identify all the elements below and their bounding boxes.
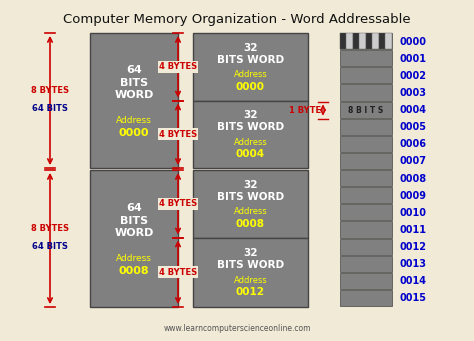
Text: 64
BITS
WORD: 64 BITS WORD [114, 65, 154, 100]
Text: 0001: 0001 [400, 54, 427, 64]
Bar [379, 33, 385, 49]
Text: 0008: 0008 [400, 174, 427, 183]
Text: 0009: 0009 [400, 191, 427, 201]
Text: 0013: 0013 [400, 259, 427, 269]
Text: Address: Address [116, 116, 152, 125]
Bar [373, 33, 379, 49]
Text: 0015: 0015 [400, 294, 427, 303]
Bar [340, 33, 346, 49]
Text: www.learncomputerscienceonline.com: www.learncomputerscienceonline.com [163, 324, 311, 333]
Bar [340, 273, 392, 289]
Text: Computer Memory Organization - Word Addressable: Computer Memory Organization - Word Addr… [63, 13, 411, 26]
Text: 4 BYTES: 4 BYTES [159, 62, 197, 71]
Bar [340, 50, 392, 66]
Text: Address: Address [116, 254, 152, 263]
Text: 0008: 0008 [236, 219, 265, 229]
Text: 0006: 0006 [400, 139, 427, 149]
Bar [340, 187, 392, 203]
Bar [193, 237, 308, 307]
Bar [340, 256, 392, 272]
Bar [353, 33, 359, 49]
Bar [340, 136, 392, 152]
Text: Address: Address [234, 276, 267, 285]
Text: 0008: 0008 [118, 267, 149, 277]
Text: 0004: 0004 [400, 105, 427, 115]
Bar [340, 84, 392, 101]
Bar [340, 170, 392, 186]
Bar [340, 204, 392, 220]
Text: 0007: 0007 [400, 157, 427, 166]
Text: 0005: 0005 [400, 122, 427, 132]
Bar [340, 153, 392, 169]
Text: 64 BITS: 64 BITS [32, 242, 68, 251]
Bar [340, 33, 392, 49]
Bar [340, 238, 392, 255]
Bar [359, 33, 366, 49]
Text: Address: Address [234, 207, 267, 216]
Text: 4 BYTES: 4 BYTES [159, 268, 197, 277]
Text: 0011: 0011 [400, 225, 427, 235]
Text: 4 BYTES: 4 BYTES [159, 130, 197, 139]
Bar [193, 170, 308, 237]
Bar [90, 33, 178, 168]
Text: 0002: 0002 [400, 71, 427, 81]
Bar [90, 170, 178, 307]
Text: Address: Address [234, 70, 267, 79]
Text: 0012: 0012 [400, 242, 427, 252]
Text: 32
BITS WORD: 32 BITS WORD [217, 180, 284, 202]
Text: 0003: 0003 [400, 88, 427, 98]
Text: 8 BYTES: 8 BYTES [31, 224, 69, 233]
Text: 64
BITS
WORD: 64 BITS WORD [114, 203, 154, 238]
Bar [193, 101, 308, 168]
Text: 0000: 0000 [119, 129, 149, 138]
Text: 32
BITS WORD: 32 BITS WORD [217, 110, 284, 132]
Text: 32
BITS WORD: 32 BITS WORD [217, 43, 284, 65]
Bar [340, 290, 392, 306]
Text: 8 B I T S: 8 B I T S [348, 106, 383, 115]
Bar [193, 33, 308, 101]
Bar [366, 33, 373, 49]
Bar [340, 67, 392, 84]
Text: 0004: 0004 [236, 149, 265, 159]
Text: 1 BYTE: 1 BYTE [289, 106, 321, 115]
Bar [346, 33, 353, 49]
Text: 4 BYTES: 4 BYTES [159, 199, 197, 208]
Text: 0012: 0012 [236, 287, 265, 297]
Bar [340, 221, 392, 237]
Text: 0010: 0010 [400, 208, 427, 218]
Bar [340, 102, 392, 118]
Bar [385, 33, 392, 49]
Text: 0000: 0000 [236, 82, 265, 92]
Text: 32
BITS WORD: 32 BITS WORD [217, 248, 284, 270]
Text: 0000: 0000 [400, 36, 427, 47]
Text: 64 BITS: 64 BITS [32, 104, 68, 113]
Bar [340, 119, 392, 135]
Text: 0014: 0014 [400, 276, 427, 286]
Text: Address: Address [234, 138, 267, 147]
Text: 8 BYTES: 8 BYTES [31, 86, 69, 95]
